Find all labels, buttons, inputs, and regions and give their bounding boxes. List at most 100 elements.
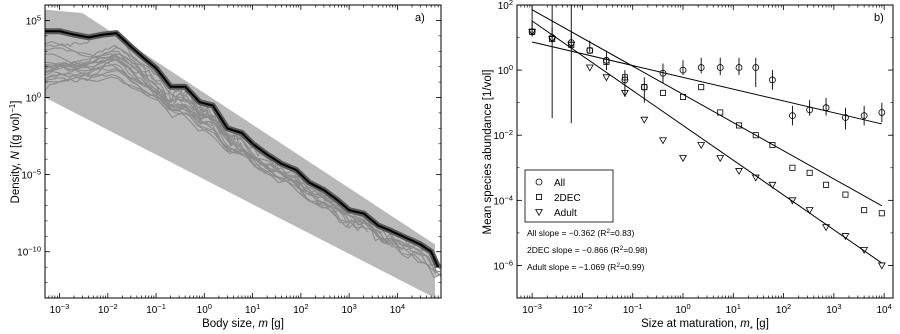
- point-adult: [602, 74, 611, 82]
- point-2dec: [878, 210, 885, 217]
- panel-a-frame: [44, 4, 442, 299]
- panel-b-marks: [528, 5, 886, 270]
- panel-b-y-ticks: 10−6 10−4 10−2 100 102: [493, 0, 893, 299]
- point-adult: [768, 181, 777, 189]
- panel-b-x-tick-label: 10−3: [522, 302, 542, 317]
- grey-series-line: [45, 63, 441, 278]
- point-2dec: [641, 84, 648, 91]
- point-adult: [567, 41, 576, 49]
- annotation-all-slope: All slope = −0.362 (R2=0.83): [527, 228, 635, 239]
- grey-series-line: [45, 56, 404, 251]
- point-all: [789, 112, 796, 120]
- point-2dec: [698, 84, 705, 91]
- point-all: [822, 104, 830, 112]
- point-2dec: [842, 191, 849, 198]
- point-2dec: [736, 122, 743, 129]
- point-adult: [716, 155, 725, 163]
- legend-marker-all: [535, 178, 543, 186]
- panel-a-y-tick-label: 105: [26, 13, 41, 28]
- point-adult: [877, 262, 886, 270]
- panel-a-y-tick-label: 10−5: [21, 167, 41, 182]
- panel-b-y-tick-label: 10−6: [493, 258, 513, 273]
- panel-b-x-tick-label: 100: [675, 302, 690, 317]
- point-adult: [751, 174, 760, 182]
- panel-b-x-tick-label: 102: [776, 302, 791, 317]
- point-all: [659, 69, 667, 77]
- panel-b-x-tick-label: 104: [876, 302, 891, 317]
- grey-series-line: [45, 31, 214, 119]
- panel-a-x-tick-label: 10−3: [50, 302, 70, 317]
- point-adult: [788, 197, 797, 205]
- point-2dec: [806, 169, 813, 176]
- point-adult: [620, 89, 629, 97]
- point-2dec: [586, 47, 593, 54]
- panel-a-marks: [45, 9, 441, 298]
- panel-b: 10−3 10−2 10−1 100 101 102 103 104 10−6 10−4 10−2…: [482, 0, 894, 334]
- legend-marker-2dec: [536, 193, 543, 200]
- point-adult: [548, 36, 557, 44]
- panel-a-xlabel: Body size, m [g]: [202, 318, 284, 330]
- panel-b-plot: [528, 5, 886, 270]
- panel-a-x-tick-label: 102: [293, 302, 308, 317]
- panel-a-x-tick-label: 104: [390, 302, 405, 317]
- legend: All 2DEC Adult: [524, 169, 614, 223]
- panel-a-x-tick-label: 103: [341, 302, 356, 317]
- grey-series-line: [45, 74, 350, 224]
- panel-a-x-tick-label: 10−2: [98, 302, 118, 317]
- point-adult: [640, 116, 649, 124]
- panel-a-y-ticks: 10−10 10−5 100 105: [17, 4, 441, 299]
- legend-markers: [535, 178, 543, 217]
- panel-a: 10−3 10−2 10−1 100 101 102 103 104 10−10 10−5 100…: [8, 4, 442, 330]
- panel-a-y-tick-label: 100: [26, 90, 41, 105]
- point-2dec: [861, 207, 868, 214]
- point-adult: [585, 64, 594, 72]
- panel-b-x-tick-label: 103: [826, 302, 841, 317]
- point-all: [716, 64, 724, 71]
- point-adult: [679, 155, 687, 163]
- fit-line-adult: [531, 20, 883, 264]
- panel-b-label: b): [874, 12, 884, 24]
- panel-a-x-ticks: 10−3 10−2 10−1 100 101 102 103 104: [44, 5, 442, 317]
- legend-entry-adult: Adult: [554, 208, 577, 219]
- point-adult: [841, 233, 850, 241]
- point-2dec: [789, 164, 796, 171]
- point-all: [878, 109, 886, 116]
- panel-a-label: a): [415, 12, 425, 24]
- point-adult: [805, 207, 814, 215]
- panel-b-xlabel: Size at maturation, m* [g]: [641, 318, 769, 334]
- panel-a-x-tick-label: 100: [197, 302, 212, 317]
- legend-marker-adult: [535, 209, 543, 217]
- point-adult: [697, 142, 706, 150]
- panel-a-ylabel: Density, N [(g vol)−1]: [8, 101, 23, 204]
- point-all: [860, 112, 868, 120]
- grey-series-line: [45, 50, 441, 273]
- point-adult: [860, 247, 869, 255]
- point-adult: [658, 137, 667, 145]
- point-adult: [528, 28, 537, 36]
- panel-b-x-tick-label: 101: [726, 302, 741, 317]
- point-all: [769, 76, 776, 84]
- panel-b-y-tick-label: 102: [498, 0, 513, 12]
- panel-b-frame: [516, 4, 894, 299]
- fit-line-all: [532, 41, 882, 125]
- point-2dec: [603, 58, 610, 65]
- panel-b-ylabel: Mean species abundance [1/vol]: [482, 70, 494, 235]
- point-all: [697, 64, 705, 71]
- annotation-2dec-slope: 2DEC slope = −0.866 (R2=0.98): [527, 245, 648, 256]
- legend-entry-2dec: 2DEC: [554, 193, 581, 204]
- point-all: [735, 64, 743, 71]
- annotation-adult-slope: Adult slope = −1.069 (R2=0.99): [527, 262, 644, 273]
- legend-entry-all: All: [554, 178, 565, 189]
- panel-a-y-tick-label: 10−10: [17, 244, 41, 259]
- point-2dec: [752, 132, 759, 139]
- panel-b-y-tick-label: 10−4: [493, 193, 513, 208]
- point-all: [806, 106, 814, 114]
- panel-a-plot: [45, 9, 441, 298]
- point-adult: [822, 224, 831, 232]
- mean-series-line: [45, 30, 440, 268]
- point-2dec: [717, 109, 724, 116]
- point-2dec: [823, 181, 830, 188]
- point-all: [752, 64, 760, 71]
- panel-b-x-tick-label: 10−2: [573, 302, 593, 317]
- panel-a-x-tick-label: 101: [245, 302, 260, 317]
